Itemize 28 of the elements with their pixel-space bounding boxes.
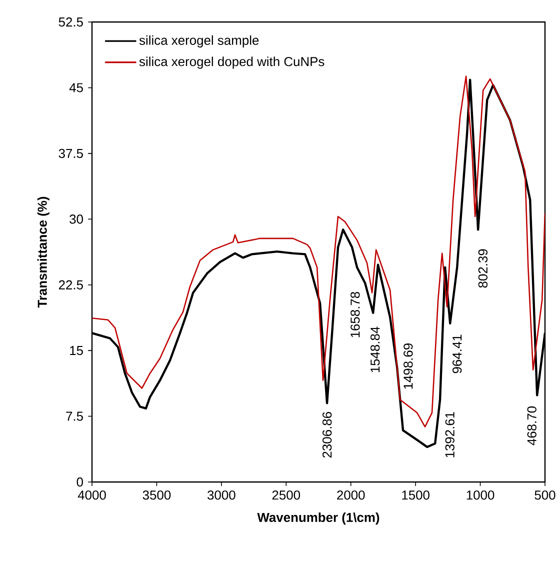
y-tick-label: 22.5 [58, 280, 83, 290]
x-axis-title: Wavenumber (1\cm) [257, 512, 380, 525]
x-tick-label: 500 [534, 490, 556, 500]
x-tick-label: 2500 [272, 490, 300, 500]
x-tick-label: 1500 [402, 490, 430, 500]
annotation: 468.70 [527, 406, 536, 446]
y-tick-label: 37.5 [58, 148, 83, 158]
y-tick-label: 7.5 [66, 412, 83, 421]
x-tick-label: 2000 [337, 490, 365, 500]
y-tick-label: 30 [70, 214, 83, 224]
annotation: 1658.78 [350, 292, 360, 338]
y-axis-title: Transmittance (%) [37, 196, 50, 308]
y-tick-label: 45 [69, 83, 83, 92]
legend-label: silica xerogel doped with CuNPs [139, 56, 324, 69]
annotation: 964.41 [452, 334, 462, 374]
annotation: 2306.86 [322, 412, 332, 458]
annotation: 802.39 [478, 249, 488, 288]
annotation: 1392.61 [445, 412, 454, 458]
x-tick-label: 1000 [466, 490, 494, 500]
legend-label: silica xerogel sample [139, 35, 259, 48]
y-tick-label: 52.5 [58, 17, 83, 27]
x-tick-label: 3500 [142, 490, 171, 500]
x-tick-label: 4000 [78, 490, 106, 500]
x-tick-label: 3000 [207, 490, 236, 500]
y-tick-label: 15 [70, 346, 83, 356]
y-tick-label: 0 [76, 477, 83, 487]
annotation: 1548.84 [370, 326, 380, 372]
annotation: 1498.69 [404, 344, 413, 389]
